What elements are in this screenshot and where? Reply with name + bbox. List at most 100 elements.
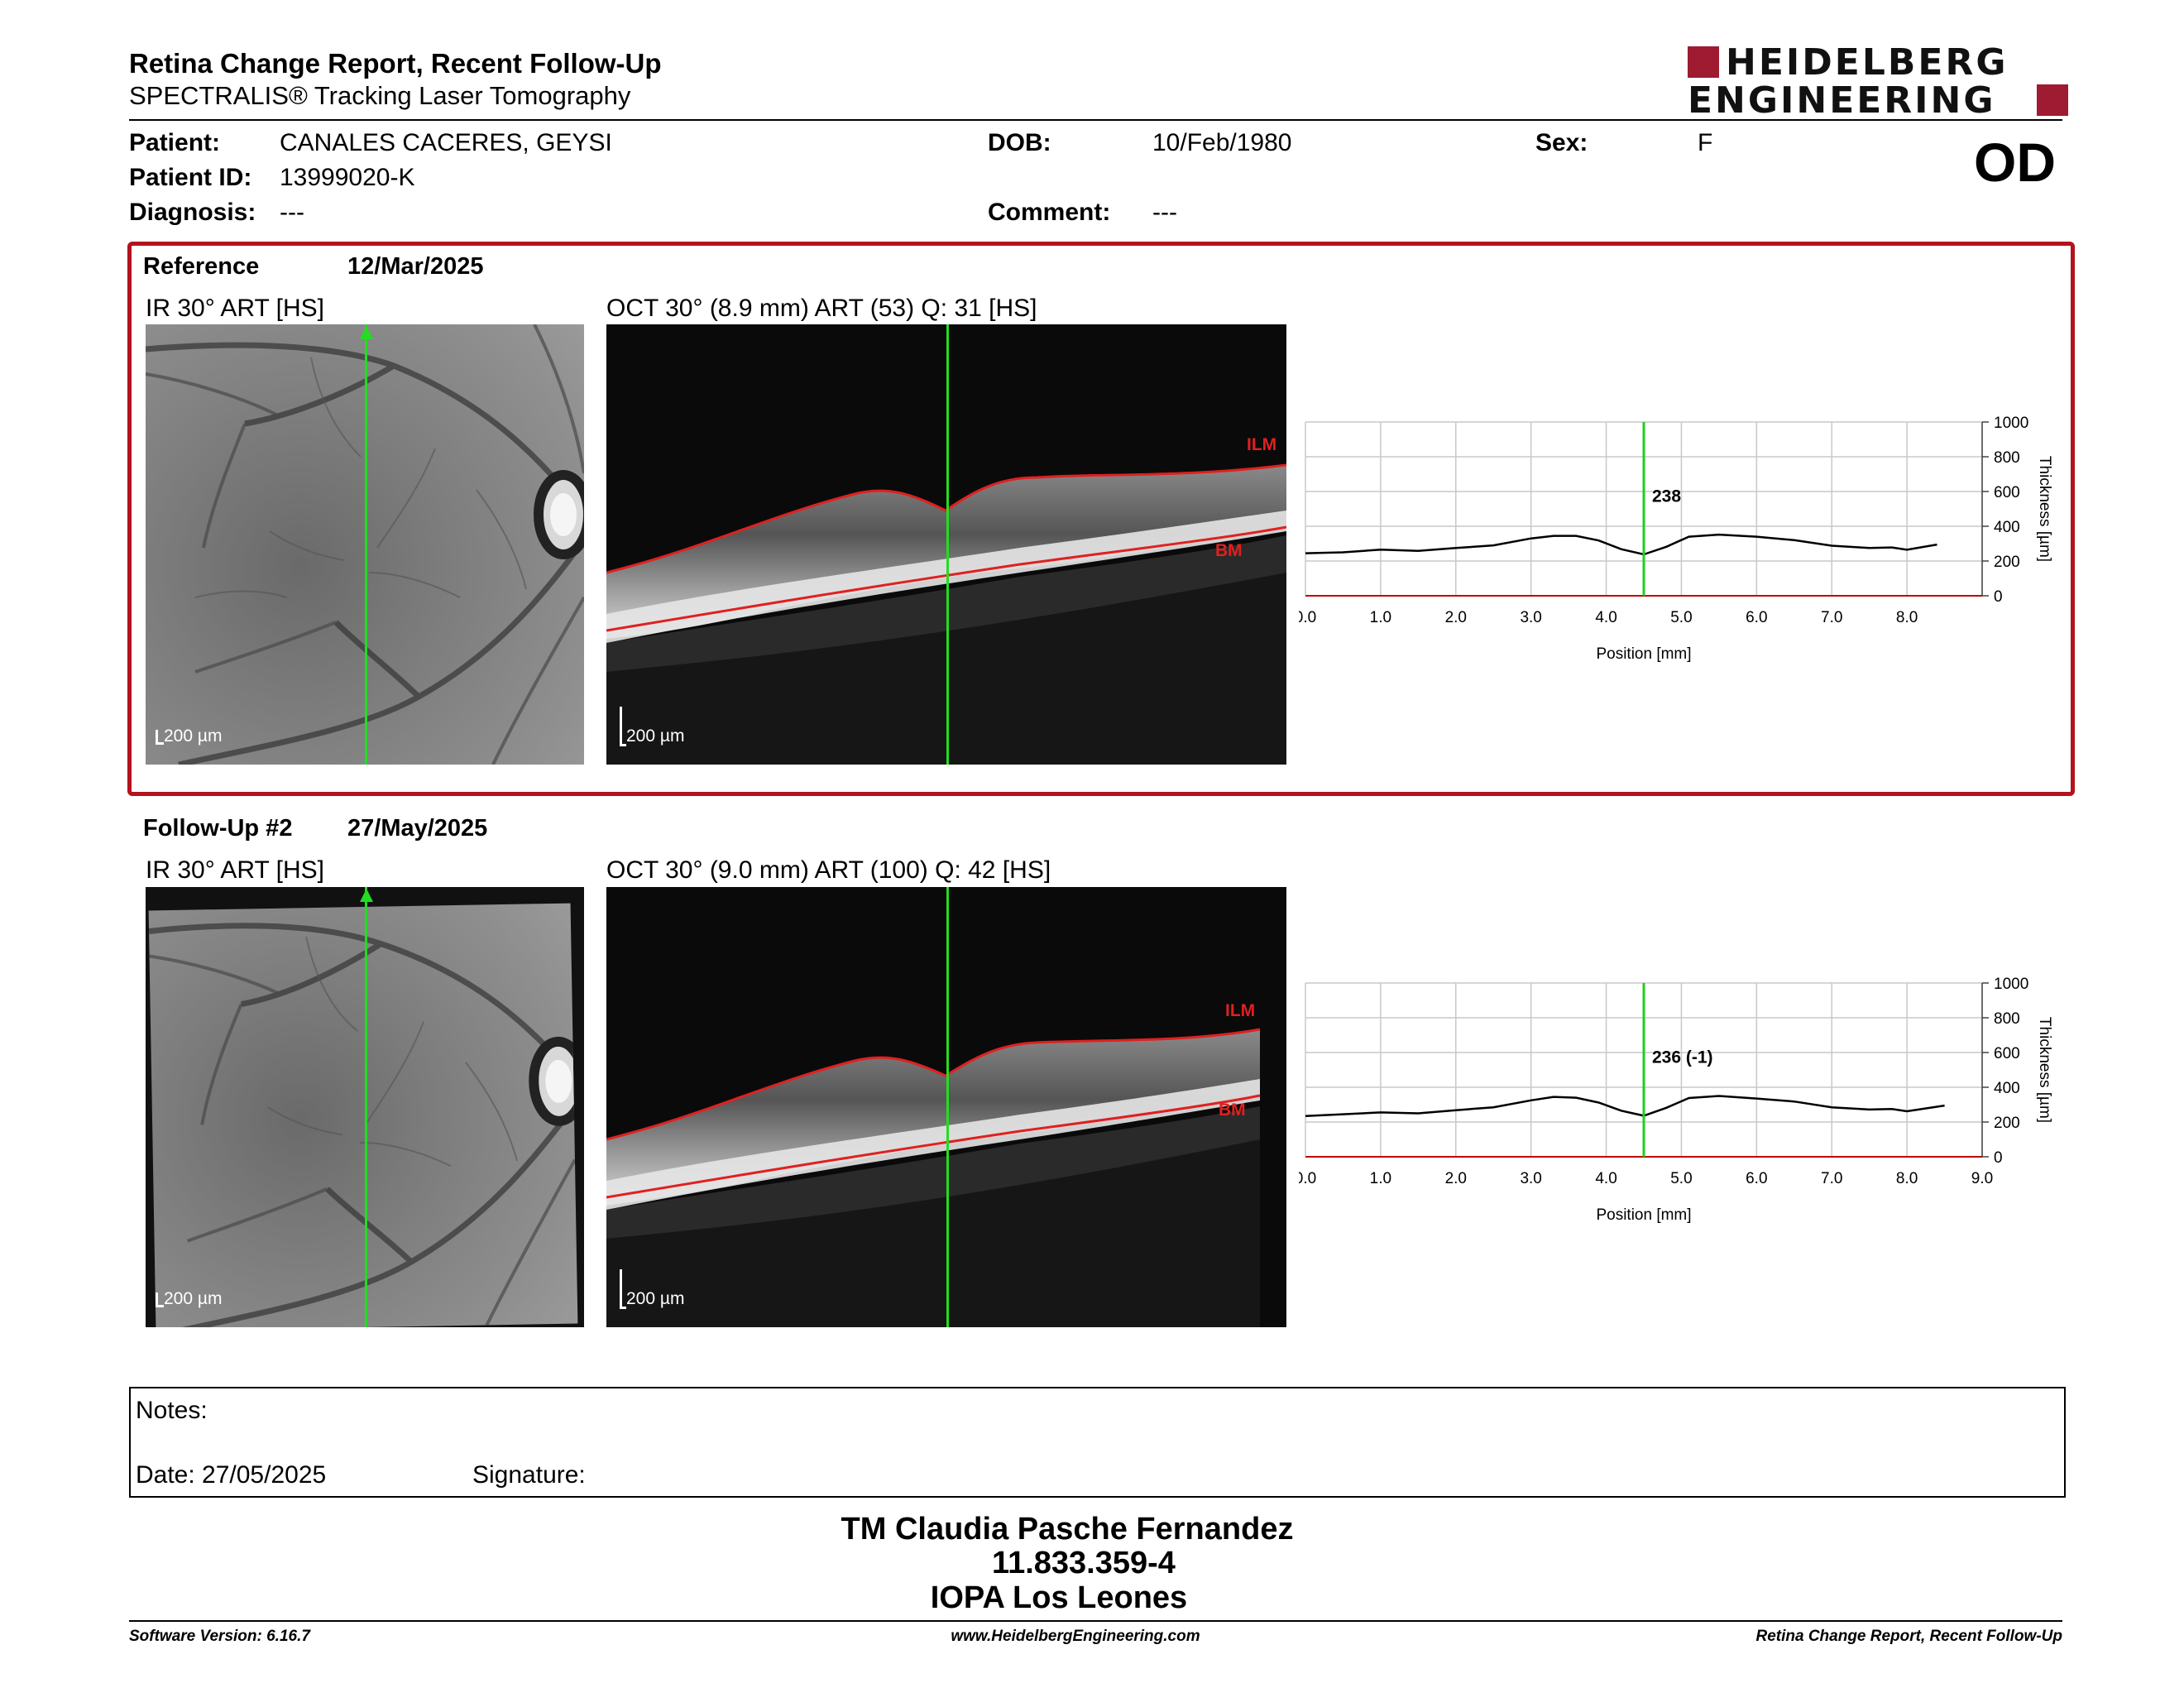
- followup-ir-vessels: [148, 923, 584, 1327]
- logo-text-bottom: ENGINEERING: [1688, 79, 1996, 122]
- report-title: Retina Change Report, Recent Follow-Up: [129, 48, 662, 79]
- notes-box: Notes: Date: 27/05/2025 Signature:: [129, 1387, 2066, 1498]
- x-tick-label: 1.0: [1370, 609, 1391, 626]
- logo-square-top: [1688, 46, 1719, 78]
- x-tick-label: 8.0: [1896, 1170, 1918, 1187]
- followup-ir-scale-text: 200 µm: [164, 1289, 223, 1308]
- reference-ir-scalebar-base: [156, 742, 164, 745]
- header-divider: [129, 119, 2062, 121]
- dob-value: 10/Feb/1980: [1152, 129, 1292, 156]
- x-tick-label: 5.0: [1670, 609, 1692, 626]
- y-tick-label: 0: [1994, 588, 2003, 606]
- followup-ir-scan-line: [365, 887, 367, 1327]
- notes-label: Notes:: [136, 1397, 208, 1424]
- sex-value: F: [1698, 129, 1713, 156]
- sex-label: Sex:: [1535, 129, 1588, 156]
- followup-ir-fundus: [148, 903, 584, 1327]
- diagnosis-label: Diagnosis:: [129, 199, 256, 226]
- logo-square-bottom: [2037, 84, 2068, 116]
- followup-ir-image: 200 µm: [146, 887, 584, 1327]
- y-axis-label: Thickness [µm]: [2036, 1017, 2053, 1123]
- patient-label: Patient:: [129, 129, 221, 156]
- marker-value-label: 238: [1652, 487, 1681, 506]
- eye-indicator: OD: [1974, 132, 2056, 193]
- y-tick-label: 1000: [1994, 415, 2028, 432]
- x-tick-label: 4.0: [1595, 609, 1616, 626]
- comment-value: ---: [1152, 199, 1177, 226]
- report-subtitle: SPECTRALIS® Tracking Laser Tomography: [129, 81, 631, 110]
- y-tick-label: 800: [1994, 449, 2020, 467]
- x-tick-label: 4.0: [1595, 1170, 1616, 1187]
- followup-oct-scale-text: 200 µm: [626, 1289, 685, 1308]
- reference-ir-scale-text: 200 µm: [164, 727, 223, 746]
- y-tick-label: 600: [1994, 1045, 2020, 1062]
- footer-report-name: Retina Change Report, Recent Follow-Up: [1755, 1628, 2062, 1645]
- followup-ir-arrow-icon: [360, 889, 373, 902]
- followup-label: Follow-Up #2: [143, 815, 293, 842]
- x-tick-label: 8.0: [1896, 609, 1918, 626]
- marker-value-label: 236 (-1): [1652, 1048, 1713, 1067]
- x-tick-label: 1.0: [1370, 1170, 1391, 1187]
- reference-ir-title: IR 30° ART [HS]: [146, 295, 324, 322]
- y-tick-label: 200: [1994, 1115, 2020, 1132]
- reference-oct-scale-text: 200 µm: [626, 727, 685, 746]
- followup-oct-scalebar-base: [620, 1307, 626, 1309]
- reference-date: 12/Mar/2025: [347, 253, 484, 280]
- reference-ir-scalebar: [156, 730, 158, 745]
- reference-ir-image: 200 µm: [146, 324, 584, 765]
- footer-website: www.HeidelbergEngineering.com: [951, 1628, 1200, 1645]
- reference-oct-scalebar: [620, 707, 622, 746]
- comment-label: Comment:: [988, 199, 1111, 226]
- reference-panel: [127, 242, 2075, 796]
- x-tick-label: 3.0: [1520, 1170, 1541, 1187]
- footer-divider: [129, 1620, 2062, 1622]
- followup-ilm-label: ILM: [1225, 1001, 1256, 1020]
- x-tick-label: 5.0: [1670, 1170, 1692, 1187]
- heidelberg-logo: HEIDELBERG ENGINEERING: [1688, 41, 2068, 122]
- x-tick-label: 2.0: [1445, 609, 1467, 626]
- y-tick-label: 400: [1994, 1080, 2020, 1097]
- y-tick-label: 600: [1994, 484, 2020, 501]
- y-tick-label: 800: [1994, 1010, 2020, 1028]
- followup-ir-title: IR 30° ART [HS]: [146, 856, 324, 884]
- thickness-series-line: [1305, 533, 1937, 556]
- reference-ir-vessels: [146, 324, 584, 765]
- patient-id-value: 13999020-K: [280, 164, 415, 191]
- x-tick-label: 7.0: [1821, 1170, 1842, 1187]
- x-tick-label: 7.0: [1821, 609, 1842, 626]
- x-tick-label: 9.0: [1971, 1170, 1993, 1187]
- x-tick-label: 2.0: [1445, 1170, 1467, 1187]
- reference-ilm-label: ILM: [1247, 435, 1277, 454]
- y-axis-label: Thickness [µm]: [2036, 456, 2053, 562]
- y-tick-label: 200: [1994, 554, 2020, 571]
- followup-oct-image: ILM BM 200 µm: [606, 887, 1286, 1327]
- x-tick-label: 6.0: [1746, 1170, 1767, 1187]
- footer-software-version: Software Version: 6.16.7: [129, 1628, 310, 1645]
- reference-oct-image: ILM BM 200 µm: [606, 324, 1286, 765]
- x-axis-label: Position [mm]: [1596, 1206, 1691, 1224]
- followup-ir-scalebar: [156, 1292, 158, 1307]
- patient-id-label: Patient ID:: [129, 164, 252, 191]
- reference-label: Reference: [143, 253, 260, 280]
- followup-thickness-chart: 0 200 400 600 800 1000 0.0 1.0 2.0 3.0 4.0 5.0 6.0 7.…: [1299, 976, 2053, 1224]
- x-axis-label: Position [mm]: [1596, 645, 1691, 663]
- followup-oct-scalebar: [620, 1269, 622, 1309]
- thickness-series-line: [1305, 1095, 1945, 1117]
- signer-name: TM Claudia Pasche Fernandez: [841, 1512, 1294, 1547]
- y-tick-label: 1000: [1994, 976, 2028, 993]
- dob-label: DOB:: [988, 129, 1051, 156]
- x-tick-label: 6.0: [1746, 609, 1767, 626]
- reference-ir-arrow-icon: [360, 326, 373, 339]
- followup-oct-scan-line: [946, 887, 949, 1327]
- patient-name: CANALES CACERES, GEYSI: [280, 129, 612, 156]
- y-tick-label: 0: [1994, 1149, 2003, 1167]
- x-tick-label: 3.0: [1520, 609, 1541, 626]
- y-tick-label: 400: [1994, 519, 2020, 536]
- followup-oct-title: OCT 30° (9.0 mm) ART (100) Q: 42 [HS]: [606, 856, 1051, 884]
- followup-oct-scan: [606, 1028, 1261, 1327]
- signer-rut: 11.833.359-4: [992, 1546, 1176, 1580]
- logo-text-top: HEIDELBERG: [1726, 41, 2009, 84]
- signer-clinic: IOPA Los Leones: [930, 1580, 1188, 1615]
- reference-oct-scalebar-base: [620, 744, 626, 746]
- reference-ir-scan-line: [365, 324, 367, 765]
